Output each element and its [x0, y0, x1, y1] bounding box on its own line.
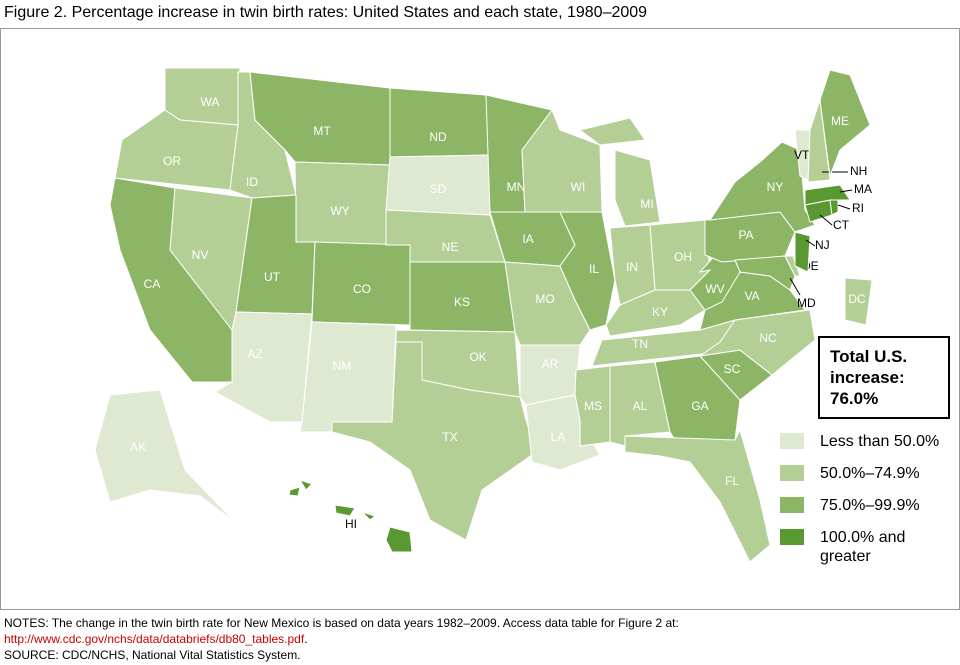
state-label: VA	[744, 289, 759, 303]
state-label: AZ	[247, 347, 262, 361]
notes-link-line: http://www.cdc.gov/nchs/data/databriefs/…	[4, 631, 679, 647]
state	[578, 117, 646, 146]
state	[298, 479, 313, 491]
legend-swatch	[780, 433, 804, 449]
state-label: NM	[333, 359, 352, 373]
legend-swatch	[780, 497, 804, 513]
legend-swatch	[780, 465, 804, 481]
legend-swatch	[780, 529, 804, 545]
state	[784, 255, 801, 277]
state-label: IN	[626, 260, 638, 274]
state-label: NY	[767, 180, 784, 194]
total-box: Total U.S. increase: 76.0%	[818, 336, 950, 419]
notes: NOTES: The change in the twin birth rate…	[4, 615, 679, 663]
leader-line	[805, 239, 816, 247]
state-label: RI	[852, 201, 864, 215]
leader-line	[819, 214, 833, 226]
state-label: AL	[633, 399, 648, 413]
state-label: UT	[264, 270, 281, 284]
state	[288, 486, 301, 497]
state	[807, 99, 831, 183]
state	[385, 526, 413, 553]
notes-url[interactable]: http://www.cdc.gov/nchs/data/databriefs/…	[4, 632, 305, 646]
state-label: WV	[705, 282, 724, 296]
state-label: ID	[246, 175, 258, 189]
state-label: MA	[854, 182, 872, 196]
leader-line	[839, 189, 853, 193]
state	[299, 321, 397, 433]
state-label: NJ	[815, 238, 830, 252]
notes-text: NOTES: The change in the twin birth rate…	[4, 616, 679, 630]
state-label: CA	[144, 277, 161, 291]
state	[331, 341, 537, 541]
title: Figure 2. Percentage increase in twin bi…	[4, 4, 648, 21]
state-label: GA	[691, 399, 708, 413]
state-label: SD	[430, 182, 447, 196]
legend-label: Less than 50.0%	[820, 433, 940, 450]
state	[699, 309, 816, 376]
legend-label: 100.0% and greater	[820, 529, 906, 565]
leader-line	[837, 204, 851, 210]
state	[804, 184, 851, 206]
state	[844, 277, 873, 326]
state-label: KY	[652, 305, 668, 319]
state-label: MT	[313, 124, 331, 138]
state	[94, 389, 236, 523]
state-label: ME	[831, 114, 849, 128]
state-label: TX	[442, 430, 457, 444]
state-label: NC	[759, 331, 777, 345]
state	[829, 199, 839, 216]
state	[389, 87, 491, 158]
state-label: LA	[551, 430, 566, 444]
notes-url-end: .	[304, 632, 308, 646]
state	[614, 149, 661, 227]
state-label: FL	[725, 474, 739, 488]
state-label: CO	[353, 282, 371, 296]
state-label: WA	[201, 95, 220, 109]
state-label: OK	[469, 350, 486, 364]
state-label: IL	[589, 262, 599, 276]
state-label: MO	[535, 292, 554, 306]
state	[361, 511, 377, 521]
state-label: NE	[442, 240, 459, 254]
state-label: AR	[542, 357, 559, 371]
state-label: VT	[794, 148, 810, 162]
state-label: TN	[632, 337, 648, 351]
state-label: DC	[848, 292, 866, 306]
state-label: MD	[797, 296, 816, 310]
state-label: KS	[454, 295, 470, 309]
state	[794, 231, 811, 273]
state-label: NV	[192, 248, 209, 262]
state-label: MS	[584, 399, 602, 413]
state-label: HI	[345, 517, 357, 531]
state-label: NH	[850, 164, 867, 178]
state	[559, 211, 616, 331]
notes-source: SOURCE: CDC/NCHS, National Vital Statist…	[4, 648, 301, 662]
map: WA OR CA NV ID MT WY UT AZ CO NM ND SD NE KS OK TX MN IA MO…	[94, 67, 873, 563]
state-label: PA	[738, 228, 753, 242]
state	[819, 69, 871, 177]
state-label: WY	[330, 204, 349, 218]
state-label: WI	[571, 180, 586, 194]
state-label: OH	[674, 250, 692, 264]
state	[213, 311, 313, 423]
leader-line	[789, 277, 801, 296]
state-label: CT	[833, 218, 850, 232]
legend-label: 50.0%–74.9%	[820, 465, 920, 482]
state	[624, 428, 771, 563]
state	[708, 141, 816, 233]
state-label: MI	[640, 197, 653, 211]
state-label: ND	[429, 130, 447, 144]
state-label: OR	[163, 154, 181, 168]
legend-label: 75.0%–99.9%	[820, 497, 920, 514]
state-label: AK	[130, 440, 146, 454]
state	[334, 504, 356, 517]
state-label: MN	[507, 180, 526, 194]
state-label: SC	[724, 362, 741, 376]
state-label: IA	[522, 232, 533, 246]
